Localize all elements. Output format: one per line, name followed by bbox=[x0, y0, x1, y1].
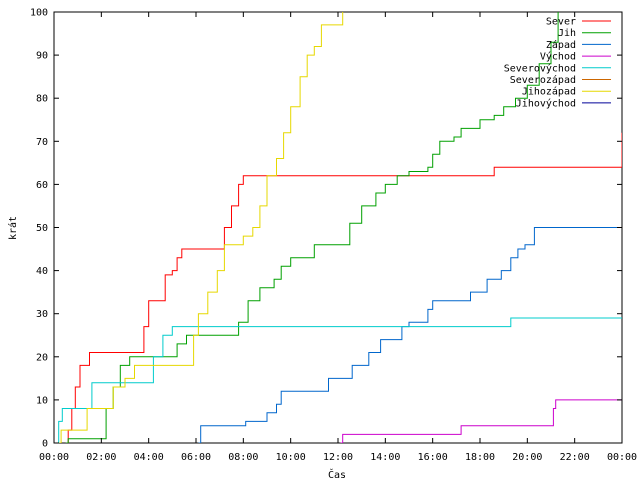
x-tick-label: 00:00 bbox=[39, 452, 69, 463]
legend-label: Sever bbox=[546, 17, 576, 28]
series-line-2 bbox=[198, 227, 622, 443]
y-tick-label: 40 bbox=[36, 266, 48, 277]
series-line-1 bbox=[65, 12, 559, 443]
legend-label: Jihovýchod bbox=[516, 97, 576, 109]
series-line-0 bbox=[65, 132, 622, 443]
y-tick-label: 80 bbox=[36, 94, 48, 105]
y-axis-title: krát bbox=[7, 216, 19, 240]
y-tick-label: 20 bbox=[36, 352, 48, 363]
legend-label: Jihozápad bbox=[522, 86, 576, 98]
x-tick-label: 06:00 bbox=[181, 452, 211, 463]
y-tick-label: 10 bbox=[36, 395, 48, 406]
y-axis-ticks: 0 10 20 30 40 50 60 70 80 90 100 bbox=[30, 8, 622, 450]
x-tick-label: 18:00 bbox=[465, 452, 495, 463]
y-tick-label: 100 bbox=[30, 8, 48, 19]
x-tick-label: 08:00 bbox=[228, 452, 258, 463]
x-tick-label: 22:00 bbox=[560, 452, 590, 463]
x-tick-label: 16:00 bbox=[418, 452, 448, 463]
y-tick-label: 30 bbox=[36, 309, 48, 320]
x-tick-label: 00:00 bbox=[607, 452, 637, 463]
x-axis-title: Čas bbox=[328, 468, 346, 480]
y-tick-label: 0 bbox=[42, 439, 48, 450]
y-tick-label: 60 bbox=[36, 180, 48, 191]
x-tick-label: 12:00 bbox=[323, 452, 353, 463]
y-tick-label: 90 bbox=[36, 51, 48, 62]
x-tick-label: 14:00 bbox=[370, 452, 400, 463]
x-axis-ticks: 00:00 02:00 04:00 06:00 08:00 10:00 12:00 14:00… bbox=[39, 12, 637, 463]
legend-label: Západ bbox=[546, 39, 576, 51]
legend-label: Jih bbox=[558, 28, 576, 39]
x-tick-label: 20:00 bbox=[512, 452, 542, 463]
x-tick-label: 10:00 bbox=[276, 452, 306, 463]
series-line-4 bbox=[55, 317, 622, 443]
y-tick-label: 70 bbox=[36, 137, 48, 148]
legend-label: Severozápad bbox=[510, 74, 576, 86]
legend: SeverJihZápadVýchodSeverovýchodSeverozáp… bbox=[504, 17, 611, 109]
series-line-6 bbox=[55, 12, 344, 443]
legend-label: Východ bbox=[540, 51, 576, 63]
series-line-3 bbox=[340, 399, 622, 443]
series-layer bbox=[55, 12, 622, 443]
x-tick-label: 02:00 bbox=[86, 452, 116, 463]
x-tick-label: 04:00 bbox=[134, 452, 164, 463]
y-tick-label: 50 bbox=[36, 223, 48, 234]
legend-label: Severovýchod bbox=[504, 62, 576, 74]
